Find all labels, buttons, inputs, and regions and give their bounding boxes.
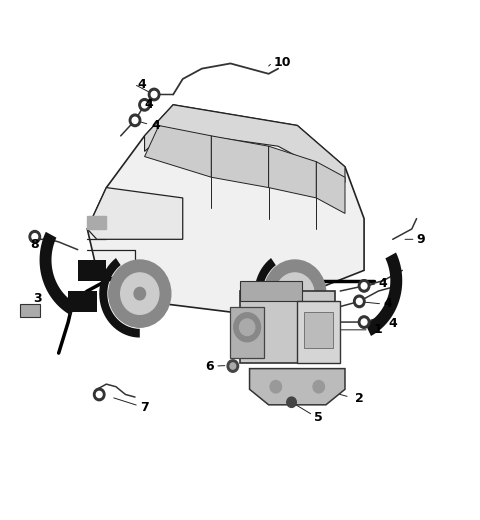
Circle shape <box>270 381 281 393</box>
FancyBboxPatch shape <box>297 302 340 363</box>
Text: 2: 2 <box>355 392 363 405</box>
Circle shape <box>313 381 324 393</box>
Circle shape <box>29 230 40 243</box>
Text: 4: 4 <box>144 98 153 111</box>
Circle shape <box>361 319 367 325</box>
Circle shape <box>230 363 236 369</box>
Circle shape <box>94 388 105 401</box>
Polygon shape <box>68 291 97 311</box>
Text: 4: 4 <box>137 77 146 90</box>
Text: 6: 6 <box>205 359 214 372</box>
Polygon shape <box>366 253 402 336</box>
Text: 5: 5 <box>314 411 323 424</box>
Circle shape <box>32 233 37 240</box>
Circle shape <box>227 360 239 372</box>
Polygon shape <box>144 125 211 177</box>
Circle shape <box>132 117 138 123</box>
Circle shape <box>142 102 147 108</box>
Circle shape <box>289 288 300 300</box>
Polygon shape <box>278 286 312 307</box>
Text: 4: 4 <box>383 297 392 310</box>
Circle shape <box>359 316 370 328</box>
Polygon shape <box>211 136 269 188</box>
Circle shape <box>359 280 370 292</box>
Circle shape <box>148 88 160 101</box>
FancyBboxPatch shape <box>230 307 264 358</box>
Circle shape <box>357 298 362 305</box>
Text: 7: 7 <box>140 401 148 414</box>
Circle shape <box>240 319 255 335</box>
FancyBboxPatch shape <box>240 281 302 302</box>
Circle shape <box>264 260 326 327</box>
Polygon shape <box>87 188 183 239</box>
Text: 10: 10 <box>274 56 291 69</box>
Circle shape <box>151 92 157 98</box>
Polygon shape <box>250 369 345 405</box>
Circle shape <box>134 288 145 300</box>
Text: 8: 8 <box>30 238 39 251</box>
Polygon shape <box>87 105 364 322</box>
Text: 9: 9 <box>417 233 425 246</box>
Circle shape <box>276 273 314 314</box>
Text: 4: 4 <box>388 317 396 330</box>
Text: 4: 4 <box>152 119 160 132</box>
Polygon shape <box>269 146 316 198</box>
Circle shape <box>96 392 102 398</box>
Text: 1: 1 <box>373 323 383 336</box>
Polygon shape <box>39 232 76 315</box>
FancyBboxPatch shape <box>21 304 39 317</box>
FancyBboxPatch shape <box>304 311 333 348</box>
Circle shape <box>109 260 171 327</box>
Polygon shape <box>316 162 345 213</box>
Circle shape <box>354 295 365 308</box>
FancyBboxPatch shape <box>240 291 336 363</box>
Circle shape <box>287 397 296 407</box>
Polygon shape <box>99 258 140 337</box>
Circle shape <box>361 283 367 289</box>
Text: 4: 4 <box>378 277 387 290</box>
Circle shape <box>129 114 141 126</box>
Polygon shape <box>254 258 295 337</box>
Text: 3: 3 <box>33 292 41 305</box>
Bar <box>87 216 107 229</box>
Polygon shape <box>78 260 107 281</box>
Circle shape <box>234 313 261 342</box>
Polygon shape <box>144 105 345 183</box>
Circle shape <box>120 273 159 314</box>
Circle shape <box>139 99 150 111</box>
